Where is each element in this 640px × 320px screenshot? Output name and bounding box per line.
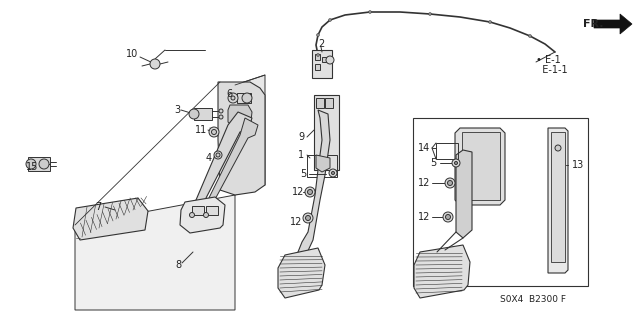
Circle shape xyxy=(209,127,219,137)
Polygon shape xyxy=(188,112,252,220)
Bar xyxy=(322,57,329,62)
Circle shape xyxy=(305,187,315,197)
Bar xyxy=(312,50,332,78)
Bar xyxy=(325,98,333,108)
Circle shape xyxy=(329,169,337,177)
Circle shape xyxy=(231,96,235,100)
Text: 2: 2 xyxy=(318,39,324,49)
Bar xyxy=(551,132,565,262)
Text: 14: 14 xyxy=(418,143,430,153)
Bar xyxy=(316,98,324,108)
Text: 11: 11 xyxy=(195,125,207,135)
Text: 13: 13 xyxy=(572,160,584,170)
Text: E-1-1: E-1-1 xyxy=(536,65,568,75)
Circle shape xyxy=(214,151,222,159)
Bar xyxy=(28,157,50,171)
Circle shape xyxy=(219,109,223,113)
Circle shape xyxy=(150,59,160,69)
Circle shape xyxy=(317,53,319,57)
Circle shape xyxy=(39,159,49,169)
Circle shape xyxy=(216,153,220,157)
Bar xyxy=(315,64,320,70)
Circle shape xyxy=(555,145,561,151)
Polygon shape xyxy=(594,14,632,34)
Text: S0X4  B2300 F: S0X4 B2300 F xyxy=(500,294,566,303)
Polygon shape xyxy=(414,245,470,298)
Text: 5: 5 xyxy=(430,158,436,168)
Bar xyxy=(194,108,212,120)
Circle shape xyxy=(307,189,312,195)
Text: • E-1: • E-1 xyxy=(536,55,561,65)
Text: 12: 12 xyxy=(292,187,305,197)
Circle shape xyxy=(228,93,238,103)
Polygon shape xyxy=(180,197,225,233)
Bar xyxy=(315,54,320,60)
Circle shape xyxy=(211,130,216,134)
Circle shape xyxy=(189,109,199,119)
Polygon shape xyxy=(456,150,472,238)
Circle shape xyxy=(445,214,451,220)
Circle shape xyxy=(242,93,252,103)
Circle shape xyxy=(303,213,313,223)
Polygon shape xyxy=(235,75,265,195)
Circle shape xyxy=(219,115,223,119)
Polygon shape xyxy=(218,82,265,195)
Polygon shape xyxy=(455,128,505,205)
Text: 6: 6 xyxy=(226,89,232,99)
Circle shape xyxy=(445,178,455,188)
Text: 9: 9 xyxy=(298,132,304,142)
Circle shape xyxy=(454,162,458,164)
Circle shape xyxy=(443,212,453,222)
Polygon shape xyxy=(192,118,258,222)
Bar xyxy=(206,206,218,215)
Circle shape xyxy=(488,20,492,23)
Polygon shape xyxy=(228,105,252,132)
Text: 7: 7 xyxy=(95,202,101,212)
Polygon shape xyxy=(278,248,325,298)
Text: 10: 10 xyxy=(126,49,138,59)
Text: 12: 12 xyxy=(290,217,302,227)
Bar xyxy=(192,206,204,215)
Circle shape xyxy=(328,19,332,21)
Circle shape xyxy=(529,35,531,37)
Bar xyxy=(314,95,339,170)
Bar xyxy=(307,155,337,177)
Circle shape xyxy=(26,159,36,169)
Bar xyxy=(436,143,458,159)
Text: 4: 4 xyxy=(206,153,212,163)
Polygon shape xyxy=(548,128,568,273)
Text: 12: 12 xyxy=(418,178,430,188)
Text: FR.: FR. xyxy=(583,19,604,29)
Bar xyxy=(413,118,588,286)
Circle shape xyxy=(305,215,310,220)
Circle shape xyxy=(429,12,431,15)
Text: 15: 15 xyxy=(26,162,38,172)
Circle shape xyxy=(326,56,334,64)
Text: 5: 5 xyxy=(300,169,307,179)
Polygon shape xyxy=(298,110,330,258)
Polygon shape xyxy=(75,195,235,310)
Bar xyxy=(237,93,251,103)
Text: 8: 8 xyxy=(175,260,181,270)
Circle shape xyxy=(204,212,209,218)
Circle shape xyxy=(332,172,335,174)
Text: 12: 12 xyxy=(418,212,430,222)
Bar xyxy=(462,132,500,200)
Circle shape xyxy=(369,11,371,13)
Text: 1: 1 xyxy=(298,150,304,160)
Polygon shape xyxy=(316,155,330,172)
Circle shape xyxy=(447,180,452,186)
Circle shape xyxy=(189,212,195,218)
Circle shape xyxy=(452,159,460,167)
Polygon shape xyxy=(73,198,148,240)
Circle shape xyxy=(317,34,319,36)
Text: 3: 3 xyxy=(174,105,180,115)
